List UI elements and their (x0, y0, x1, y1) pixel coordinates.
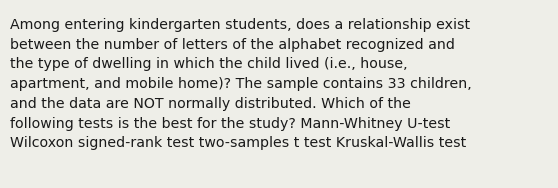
Text: Among entering kindergarten students, does a relationship exist
between the numb: Among entering kindergarten students, do… (10, 18, 472, 150)
